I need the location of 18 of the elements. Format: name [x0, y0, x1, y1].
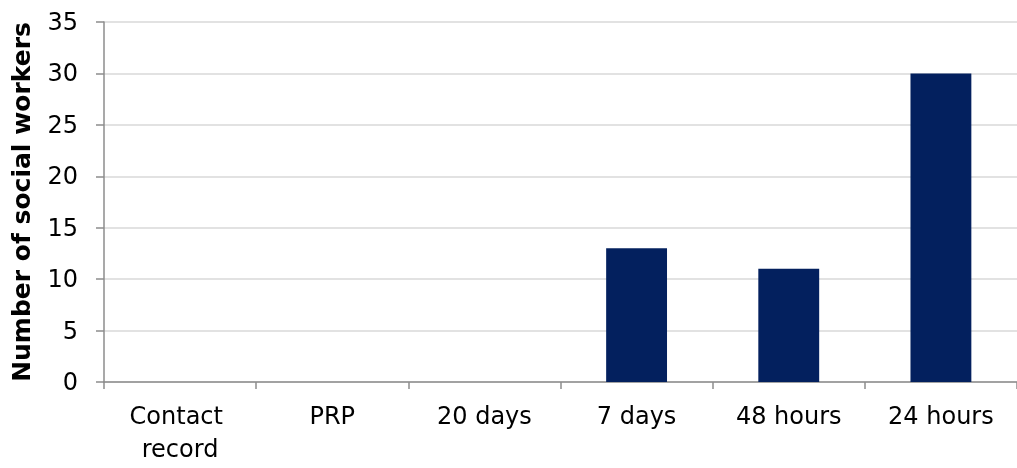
- bar: [606, 248, 668, 382]
- x-tick-label: 7 days: [596, 401, 677, 430]
- y-tick-label: 0: [62, 368, 78, 396]
- y-tick-label: 35: [47, 8, 78, 36]
- x-tick-label: 20 days: [437, 401, 532, 430]
- y-tick-label: 10: [47, 265, 78, 294]
- y-tick-label: 15: [47, 213, 78, 242]
- x-tick-label: PRP: [309, 401, 356, 430]
- y-axis-title: Number of social workers: [7, 22, 36, 382]
- bar: [758, 268, 820, 382]
- x-tick-label: Contact record: [129, 401, 231, 463]
- y-tick-label: 20: [47, 162, 78, 191]
- bar: [910, 73, 972, 382]
- y-tick-label: 25: [47, 110, 78, 139]
- x-tick-label: 48 hours: [735, 401, 842, 430]
- y-tick-label: 5: [62, 316, 78, 345]
- x-tick-label: 24 hours: [888, 401, 994, 430]
- y-tick-label: 30: [47, 59, 78, 88]
